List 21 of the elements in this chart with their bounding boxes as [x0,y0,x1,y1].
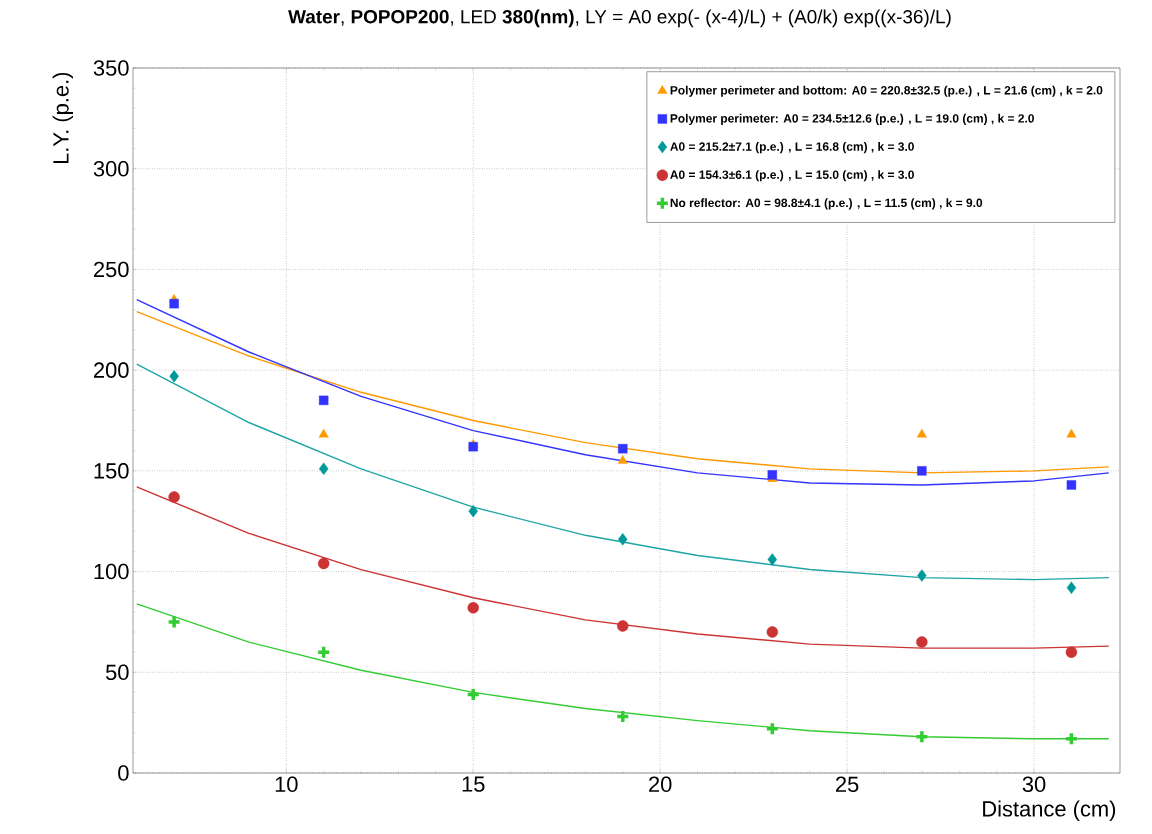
y-tick-label: 0 [118,765,129,781]
legend-label: Polymer perimeter and bottom: A0 = 220.8±32.5 (p.e.) , L = 21.6 (cm) , k = 2.0 [670,85,1103,97]
y-tick-label: 300 [93,160,129,177]
x-tick-label: 20 [649,776,672,793]
x-tick-label: 15 [462,776,485,792]
y-axis-title: L.Y. (p.e.) [52,72,74,164]
legend-label: No reflector: A0 = 98.8±4.1 (p.e.) , L = 11.5 (cm) , k = 9.0 [670,198,983,210]
legend-label: A0 = 215.2±7.1 (p.e.) , L = 16.8 (cm) , k = 3.0 [670,142,914,154]
y-tick-label: 350 [93,60,129,76]
x-axis-title: Distance (cm) [983,800,1116,821]
x-tick-label: 10 [275,776,298,793]
chart-title: Water, POPOP200, LED 380(nm), LY = A0 exp(- (x-4)/L) + (A0/k) exp((x-36)/L) [288,9,951,28]
x-tick-label: 30 [1022,776,1046,793]
x-tick-label: 25 [836,776,859,793]
y-tick-label: 250 [94,261,129,278]
y-tick-label: 150 [94,463,129,479]
y-tick-label: 100 [94,563,129,580]
y-tick-label: 50 [105,664,129,681]
y-tick-label: 200 [94,362,129,378]
legend-label: Polymer perimeter: A0 = 234.5±12.6 (p.e.) , L = 19.0 (cm) , k = 2.0 [670,113,1034,125]
legend-label: A0 = 154.3±6.1 (p.e.) , L = 15.0 (cm) , k = 3.0 [670,170,914,182]
